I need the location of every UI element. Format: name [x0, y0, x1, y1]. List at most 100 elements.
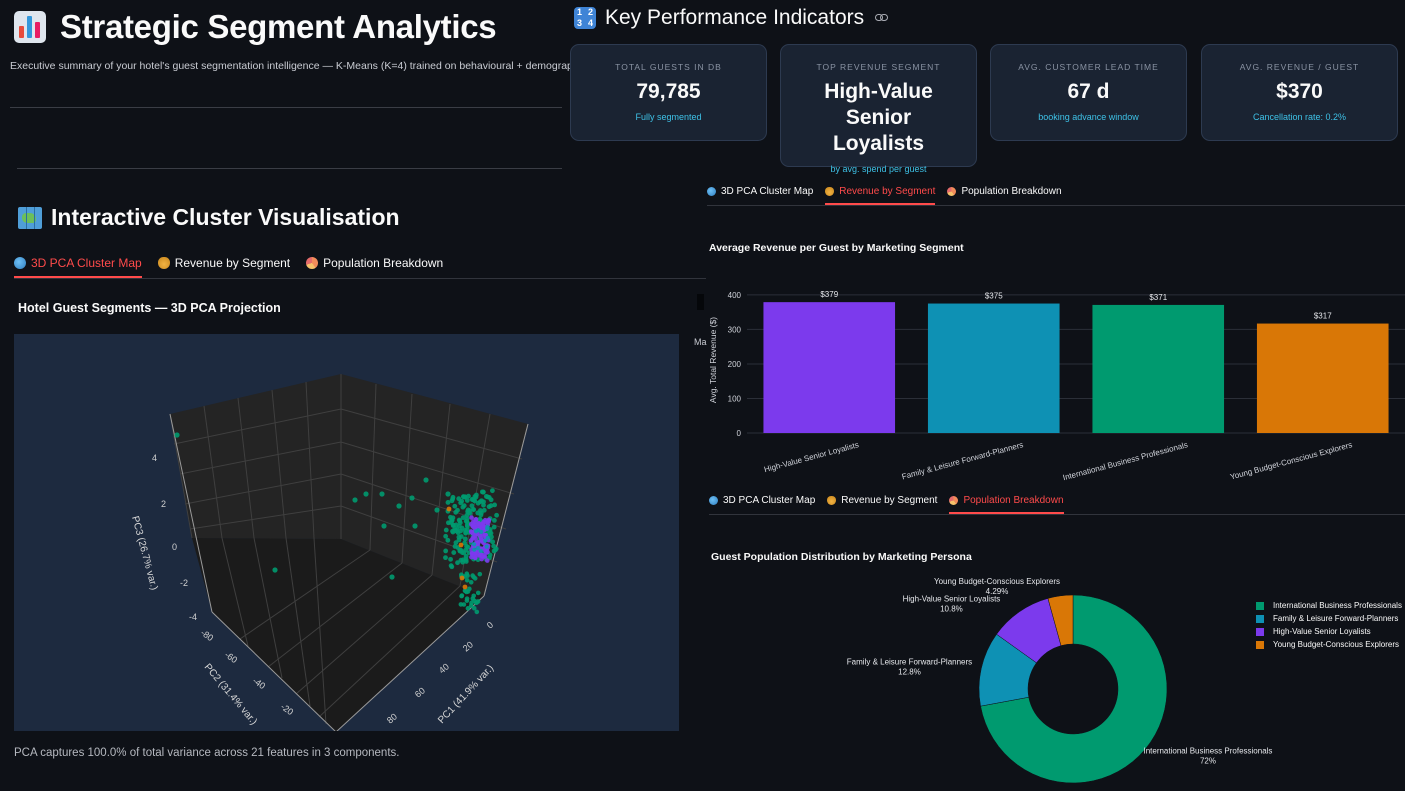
visualisation-tabs: 3D PCA Cluster Map Revenue by Segment Po… — [14, 254, 706, 279]
pca-point-teal — [458, 557, 464, 563]
pc3-axis-title: PC3 (26.7% var.) — [129, 515, 159, 591]
pca-point-teal — [491, 524, 497, 530]
legend-item[interactable]: International Business Professionals — [1256, 599, 1402, 612]
legend-item[interactable]: Family & Leisure Forward-Planners — [1256, 612, 1402, 625]
pie-icon — [306, 257, 319, 269]
pca-point-orange — [459, 575, 465, 581]
divider — [10, 107, 562, 108]
pie-icon — [949, 496, 959, 505]
tab-label: 3D PCA Cluster Map — [31, 256, 142, 270]
pca-point-purple — [468, 529, 474, 534]
pca-point-blue — [485, 535, 490, 540]
pca-point-teal — [475, 510, 481, 516]
pca-point-teal — [174, 432, 180, 438]
pca-point-teal — [464, 543, 469, 549]
pca-point-teal — [462, 588, 468, 594]
revenue-bar-chart[interactable]: 0 100 200 300 400 Avg. Total Revenue ($) $379 H… — [700, 282, 1405, 482]
tab-revenue[interactable]: Revenue by Segment — [157, 254, 290, 278]
tab-3d-pca[interactable]: 3D PCA Cluster Map — [14, 254, 142, 278]
pca-point-teal — [434, 507, 440, 513]
pca-point-purple — [472, 555, 478, 561]
pca-point-purple — [469, 551, 475, 556]
pca-point-blue — [485, 525, 490, 530]
bar-data-label: $379 — [820, 290, 838, 299]
pca-3d-plot[interactable]: 4 2 0 -2 -4 -80 -60 -40 -20 0 20 40 60 8… — [14, 334, 679, 731]
pca-point-teal — [459, 593, 464, 599]
kpi-subtext: by avg. spend per guest — [830, 164, 927, 174]
kpi-label: Top Revenue Segment — [816, 62, 941, 72]
pca-point-teal — [443, 548, 449, 554]
legend-swatch — [1256, 627, 1264, 636]
pca-point-purple — [469, 554, 474, 560]
pca-point-teal — [409, 495, 415, 501]
pca-point-blue — [478, 548, 483, 553]
pie-icon — [947, 187, 957, 196]
pca-point-teal — [461, 602, 467, 607]
pca-point-blue — [471, 542, 477, 547]
slice-label: Young Budget-Conscious Explorers — [934, 577, 1060, 586]
slice-label: High-Value Senior Loyalists — [903, 595, 1001, 604]
pca-point-teal — [445, 491, 451, 497]
bar-data-label: $375 — [985, 292, 1003, 301]
pca-point-teal — [494, 512, 499, 518]
donut-slice[interactable] — [980, 594, 1168, 784]
pca-point-purple — [484, 558, 490, 563]
pca-point-teal — [461, 503, 467, 509]
pca-point-teal — [485, 494, 490, 500]
population-legend: International Business Professionals Fami… — [1256, 599, 1402, 651]
pca-point-teal — [477, 571, 483, 577]
tab-revenue[interactable]: Revenue by Segment — [827, 495, 937, 514]
pc2-axis-title: PC2 (31.4% var.) — [202, 662, 259, 727]
pca-point-teal — [423, 477, 429, 483]
bar[interactable] — [1092, 304, 1225, 433]
tab-population[interactable]: Population Breakdown — [949, 495, 1064, 514]
y-tick-label: 200 — [728, 360, 742, 369]
pca-point-teal — [481, 499, 486, 505]
y-tick-label: 300 — [728, 325, 742, 334]
tab-3d-pca[interactable]: 3D PCA Cluster Map — [707, 186, 813, 205]
tab-revenue[interactable]: Revenue by Segment — [825, 186, 936, 205]
pca-point-blue — [484, 544, 489, 549]
pca-point-teal — [457, 548, 463, 553]
legend-label: Family & Leisure Forward-Planners — [1273, 614, 1399, 623]
pca-point-teal — [464, 577, 470, 583]
bar[interactable] — [763, 302, 896, 433]
pca-point-teal — [464, 498, 470, 503]
anchor-link-icon[interactable] — [875, 14, 889, 22]
pca-point-teal — [463, 547, 469, 553]
pca-point-purple — [479, 537, 484, 543]
pca-point-teal — [462, 536, 468, 542]
bar[interactable] — [927, 303, 1060, 433]
page-title: Strategic Segment Analytics — [60, 8, 497, 45]
legend-swatch — [1256, 601, 1264, 610]
pca-points — [174, 432, 499, 615]
pc2-tick-label: -40 — [251, 675, 267, 691]
legend-item[interactable]: Young Budget-Conscious Explorers — [1256, 638, 1402, 651]
legend-label: International Business Professionals — [1273, 601, 1402, 610]
bar[interactable] — [1256, 323, 1389, 433]
bar-chart-icon — [14, 11, 46, 43]
y-tick-label: 0 — [737, 429, 742, 438]
pca-point-teal — [396, 503, 402, 509]
pc1-tick-label: 80 — [385, 711, 399, 725]
pca-point-teal — [448, 556, 453, 562]
kpi-value: 79,785 — [636, 80, 701, 103]
kpi-subtext: Cancellation rate: 0.2% — [1252, 112, 1347, 122]
pca-point-purple — [478, 551, 483, 557]
pca-point-teal — [492, 518, 497, 523]
pca-point-teal — [477, 499, 483, 505]
tab-population[interactable]: Population Breakdown — [306, 254, 443, 278]
donut-slice[interactable] — [1047, 594, 1074, 646]
pca-point-orange — [446, 506, 452, 512]
tab-population[interactable]: Population Breakdown — [947, 186, 1062, 205]
x-tick-label: Young Budget-Conscious Explorers — [1229, 440, 1353, 481]
legend-item[interactable]: High-Value Senior Loyalists — [1256, 625, 1402, 638]
tab-3d-pca[interactable]: 3D PCA Cluster Map — [709, 495, 815, 514]
pca-point-purple — [483, 519, 488, 525]
money-bag-icon — [157, 257, 170, 269]
tab-label: Revenue by Segment — [839, 186, 936, 197]
pca-point-teal — [443, 533, 449, 539]
pca-point-teal — [468, 579, 474, 585]
